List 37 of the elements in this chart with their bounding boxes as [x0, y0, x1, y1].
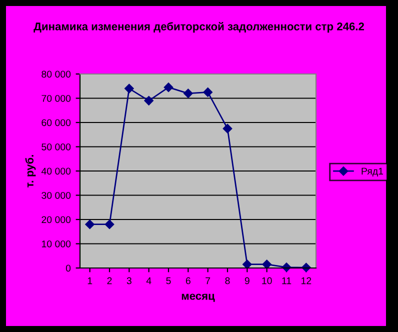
x-tick-label: 11	[282, 277, 292, 284]
point	[184, 88, 193, 98]
x-tick-label: 2	[107, 277, 112, 284]
x-tick-label: 6	[186, 277, 190, 284]
point	[85, 220, 94, 229]
x-tick-label: 8	[225, 277, 230, 284]
x-tick-label: 1	[88, 277, 92, 284]
y-tick-label: 20 000	[42, 216, 71, 224]
y-axis-title: т. руб.	[25, 155, 36, 188]
y-tick-label: 0	[66, 264, 71, 272]
y-tick-label: 80 000	[42, 70, 71, 78]
x-tick-label: 5	[166, 277, 171, 284]
y-tick-label: 10 000	[42, 240, 71, 248]
x-tick-label: 12	[302, 277, 312, 284]
point	[302, 262, 311, 272]
point	[282, 262, 292, 272]
point	[203, 88, 212, 97]
point	[242, 260, 252, 269]
chart-title: Динамика изменения дебиторской задолженности стр 246.2	[34, 22, 364, 33]
legend-label: Ряд1	[362, 168, 383, 176]
y-tick-label: 60 000	[42, 119, 71, 126]
point	[222, 124, 232, 134]
point	[104, 220, 114, 229]
point	[262, 260, 272, 269]
y-tick-label: 50 000	[42, 143, 71, 150]
x-tick-label: 7	[206, 277, 210, 284]
x-tick-label: 3	[126, 277, 132, 284]
x-tick-label: 10	[262, 277, 272, 284]
point	[124, 84, 134, 94]
x-tick-label: 4	[146, 277, 152, 284]
y-tick-label: 70 000	[42, 94, 71, 102]
x-axis-title: месяц	[182, 294, 215, 302]
x-tick-label: 9	[244, 277, 250, 284]
point	[164, 82, 174, 92]
y-tick-label: 40 000	[41, 168, 71, 175]
y-tick-label: 30 000	[42, 192, 71, 199]
point	[144, 96, 154, 106]
